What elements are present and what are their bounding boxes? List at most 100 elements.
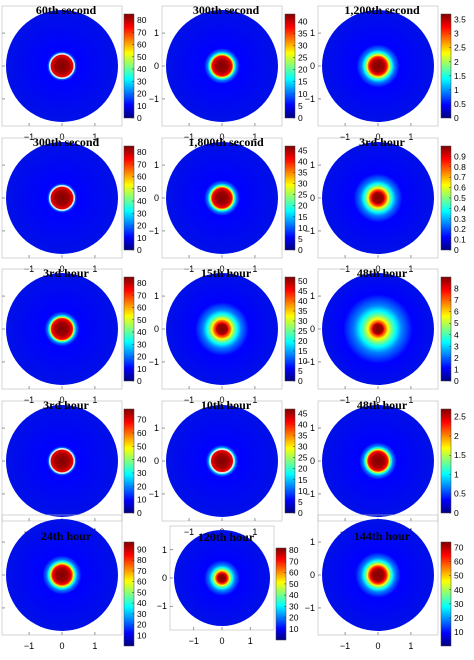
colorbar-tick-label: 15 <box>298 212 308 222</box>
colorbar <box>123 276 135 382</box>
colorbar-tick-label: 70 <box>137 159 147 169</box>
colorbar-tick-label: 60 <box>137 172 147 182</box>
x-tick-label: 0 <box>59 641 64 651</box>
colorbar-tick-label: 0.9 <box>454 151 466 161</box>
x-tick-label: −1 <box>24 395 34 405</box>
colorbar-tick-label: 2.5 <box>454 412 466 422</box>
y-tick-label: 1 <box>310 291 315 301</box>
panel-title: 15th hour <box>201 266 252 280</box>
y-tick-label: 1 <box>154 291 159 301</box>
colorbar-tick-label: 0.5 <box>454 193 466 203</box>
panel-title: 3rd hour <box>359 135 405 149</box>
colorbar-tick-label: 50 <box>137 315 147 325</box>
colorbar-tick-label: 0 <box>137 245 142 255</box>
colorbar <box>440 408 452 514</box>
heatmap-disk <box>166 142 278 254</box>
colorbar-tick-label: 70 <box>289 556 299 566</box>
y-tick-label: 0 <box>154 193 159 203</box>
colorbar-tick-label: 10 <box>137 630 147 640</box>
heatmap-disk <box>174 530 270 626</box>
heatmap-disk <box>6 142 118 254</box>
x-tick-label: 1 <box>248 636 253 646</box>
heatmap-disk <box>6 10 118 122</box>
colorbar-tick-label: 25 <box>298 326 308 336</box>
colorbar-tick-label: 70 <box>137 566 147 576</box>
x-tick-label: 0 <box>219 636 224 646</box>
colorbar-tick-label: 7 <box>454 295 459 305</box>
panel-title: 3rd hour <box>43 398 89 412</box>
y-tick-label: 0 <box>310 570 315 580</box>
colorbar-tick-label: 8 <box>454 284 459 294</box>
colorbar-tick-label: 10 <box>298 89 308 99</box>
heatmap-disk <box>322 10 434 122</box>
colorbar-tick-label: 45 <box>298 408 308 418</box>
colorbar-tick-label: 25 <box>298 190 308 200</box>
heatmap-disk <box>6 519 118 631</box>
colorbar-tick-label: 0.5 <box>454 489 466 499</box>
colorbar-tick-label: 0 <box>137 113 142 123</box>
colorbar-tick-label: 50 <box>289 579 299 589</box>
colorbar <box>440 13 452 119</box>
x-tick-label: 1 <box>408 395 413 405</box>
colorbar-tick-label: 40 <box>137 455 147 465</box>
y-tick-label: 1 <box>310 160 315 170</box>
colorbar-tick-label: 10 <box>289 624 299 634</box>
y-tick-label: 1 <box>154 160 159 170</box>
panel-title: 60th second <box>36 3 97 17</box>
y-tick-label: 1 <box>162 545 167 555</box>
colorbar-tick-label: 10 <box>137 364 147 374</box>
colorbar-tick-label: 30 <box>298 442 308 452</box>
colorbar-tick-label: 0 <box>298 508 303 518</box>
colorbar <box>440 541 452 647</box>
colorbar-tick-label: 50 <box>454 571 464 581</box>
heatmap-disk <box>322 519 434 631</box>
y-tick-label: −1 <box>149 94 159 104</box>
x-tick-label: 0 <box>375 395 380 405</box>
x-tick-label: −1 <box>184 395 194 405</box>
x-tick-label: 1 <box>92 641 97 651</box>
colorbar-tick-label: 10 <box>298 486 308 496</box>
colorbar-tick-label: 15 <box>298 346 308 356</box>
colorbar-tick-label: 40 <box>454 585 464 595</box>
colorbar <box>123 408 135 514</box>
colorbar-tick-label: 10 <box>137 233 147 243</box>
colorbar-tick-label: 15 <box>298 77 308 87</box>
colorbar-tick-label: 70 <box>454 543 464 553</box>
heatmap-disk <box>322 142 434 254</box>
colorbar-tick-label: 25 <box>298 453 308 463</box>
colorbar-tick-label: 30 <box>137 339 147 349</box>
colorbar-tick-label: 40 <box>137 598 147 608</box>
panel-title: 1,800th second <box>188 135 264 149</box>
colorbar-tick-label: 40 <box>298 296 308 306</box>
colorbar-tick-label: 60 <box>137 428 147 438</box>
colorbar-tick-label: 40 <box>137 64 147 74</box>
colorbar-tick-label: 35 <box>298 168 308 178</box>
colorbar-tick-label: 20 <box>298 464 308 474</box>
colorbar-tick-label: 4 <box>454 330 459 340</box>
panel-title: 300th second <box>193 3 260 17</box>
y-tick-label: −1 <box>305 94 315 104</box>
y-tick-label: 0 <box>154 324 159 334</box>
blob-boundary-ring <box>49 448 75 474</box>
colorbar-tick-label: 2 <box>454 353 459 363</box>
colorbar-tick-label: 1.5 <box>454 71 466 81</box>
y-tick-label: 0 <box>310 456 315 466</box>
colorbar <box>275 547 287 641</box>
colorbar-tick-label: 40 <box>289 590 299 600</box>
colorbar-tick-label: 3 <box>454 29 459 39</box>
colorbar-tick-label: 30 <box>137 468 147 478</box>
colorbar-tick-label: 20 <box>137 352 147 362</box>
panel-title: 48th hour <box>357 398 408 412</box>
colorbar-tick-label: 30 <box>137 208 147 218</box>
blob-boundary-ring <box>49 53 75 79</box>
colorbar-tick-label: 30 <box>298 40 308 50</box>
colorbar-tick-label: 70 <box>137 290 147 300</box>
colorbar <box>123 145 135 251</box>
panel-title: 3rd hour <box>43 266 89 280</box>
y-tick-label: 0 <box>310 324 315 334</box>
panel-title: 24th hour <box>41 529 92 543</box>
